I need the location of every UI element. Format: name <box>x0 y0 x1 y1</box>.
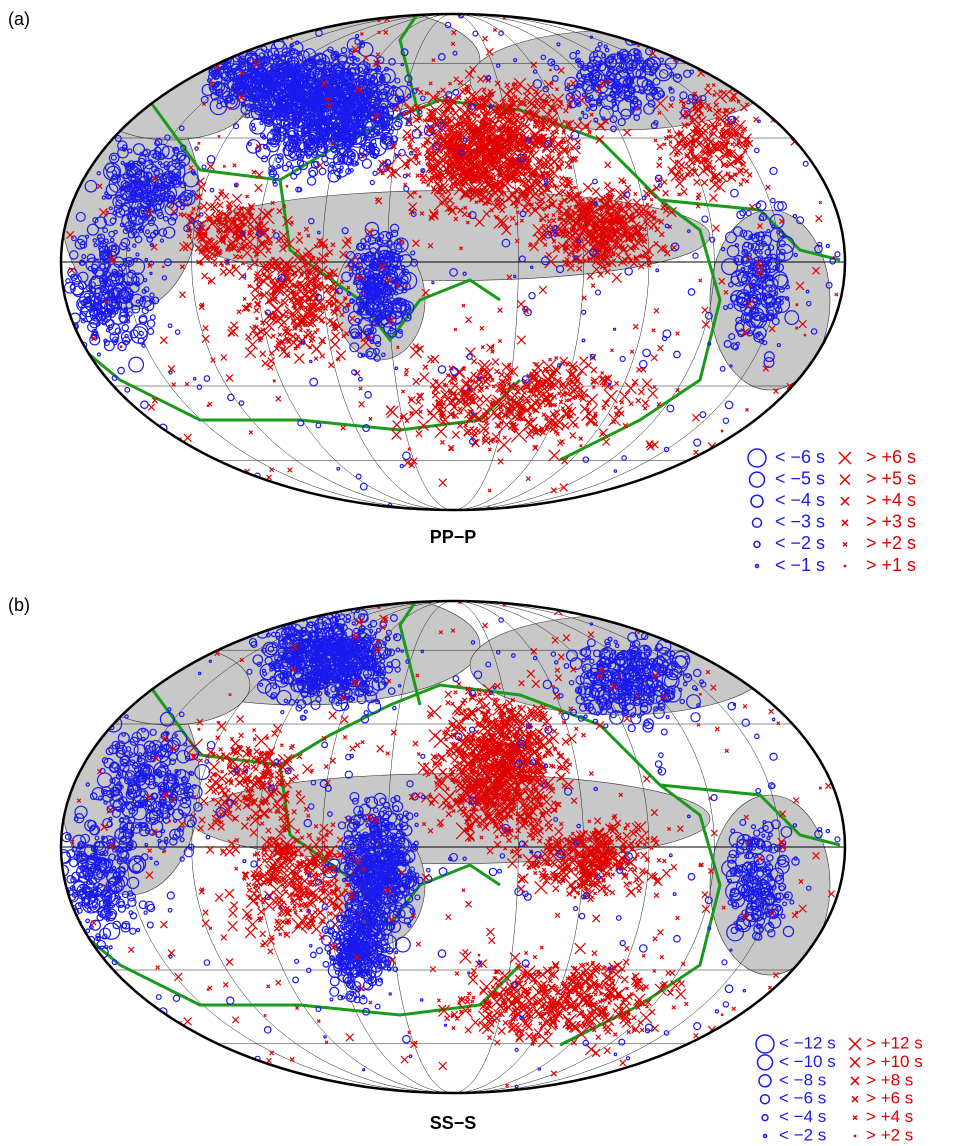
map <box>0 0 977 510</box>
negative-residual <box>698 52 706 60</box>
negative-residual <box>677 45 683 51</box>
positive-residual <box>723 73 728 78</box>
negative-residual <box>46 284 60 298</box>
negative-residual <box>71 351 74 354</box>
positive-residual <box>763 88 767 92</box>
positive-residual <box>714 64 725 75</box>
panel-label: (a) <box>8 9 30 29</box>
